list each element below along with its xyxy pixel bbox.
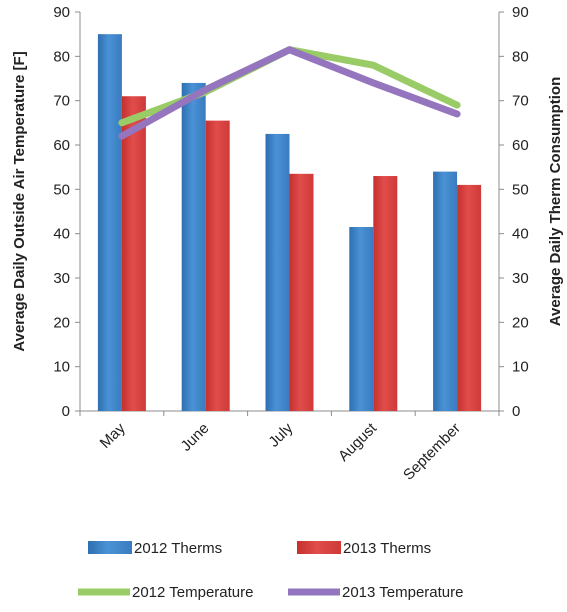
legend-label-2013-therms: 2013 Therms [343,540,431,557]
right-tick-label: 30 [512,270,529,287]
right-tick-label: 40 [512,226,529,243]
right-tick-label: 0 [512,403,520,420]
left-axis-title: Average Daily Outside Air Temperature [F… [11,51,28,351]
category-label: June [178,420,213,455]
category-label: August [335,419,381,465]
lines-layer [118,46,461,140]
right-tick-label: 80 [512,48,529,65]
left-tick-label: 40 [53,226,70,243]
right-tick-label: 20 [512,314,529,331]
category-label: July [265,419,296,450]
right-tick-label: 60 [512,137,529,154]
bar-2012-therms [265,133,290,411]
bar-2013-therms [457,184,482,411]
right-tick-label: 50 [512,181,529,198]
category-label: September [400,420,464,484]
bar-2012-therms [349,227,374,411]
line-2013-temperature [118,46,461,140]
bar-2012-therms [181,82,206,411]
bar-2012-therms [433,171,458,411]
legend: 2012 Therms 2013 Therms 2012 Temperature 20… [78,540,463,601]
left-tick-label: 50 [53,181,70,198]
left-tick-label: 20 [53,314,70,331]
left-tick-label: 90 [53,4,70,21]
right-tick-label: 10 [512,359,529,376]
legend-swatch-2013-therms [297,541,341,554]
bar-2013-therms [373,176,398,411]
bar-2012-therms [97,34,122,412]
legend-label-2012-temperature: 2012 Temperature [132,584,253,601]
bar-2013-therms [289,173,314,411]
right-tick-label: 90 [512,4,529,21]
right-axis-title: Average Daily Therm Consumption [547,77,564,327]
legend-label-2013-temperature: 2013 Temperature [342,584,463,601]
category-label: May [97,419,129,451]
bars-layer [97,34,482,412]
bar-2013-therms [205,120,230,411]
right-tick-label: 70 [512,93,529,110]
bar-2013-therms [121,96,146,411]
legend-label-2012-therms: 2012 Therms [134,540,222,557]
left-tick-label: 80 [53,48,70,65]
left-tick-label: 0 [62,403,70,420]
legend-swatch-2012-therms [88,541,132,554]
left-tick-label: 30 [53,270,70,287]
left-tick-label: 60 [53,137,70,154]
left-tick-label: 10 [53,359,70,376]
left-tick-label: 70 [53,93,70,110]
